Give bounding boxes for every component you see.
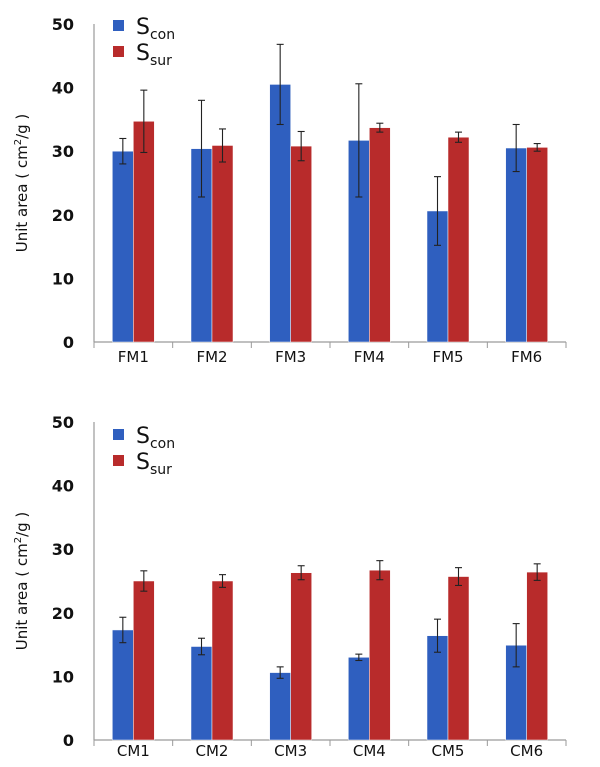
bar-sur-cm2 — [211, 580, 234, 741]
y-tick-label: 30 — [52, 540, 74, 559]
x-tick-label: CM4 — [353, 742, 386, 760]
legend-label-con: Scon — [136, 424, 175, 452]
bar-con-fm6 — [505, 147, 527, 343]
x-tick-label: FM2 — [196, 348, 227, 366]
y-axis-label-sup: 2 — [13, 537, 24, 543]
x-tick-label: CM2 — [196, 742, 229, 760]
y-axis-label-tail: /g ) — [13, 512, 31, 537]
bar-sur-cm4 — [369, 569, 391, 741]
bar-sur-fm4 — [369, 127, 391, 343]
legend-label-sub: con — [150, 436, 175, 452]
x-tick-label: CM1 — [117, 742, 150, 760]
bar-sur-fm1 — [133, 121, 155, 343]
y-tick-label: 10 — [52, 667, 74, 686]
y-tick-label: 50 — [52, 413, 74, 432]
y-tick-label: 0 — [63, 731, 74, 750]
y-tick-label: 40 — [52, 79, 74, 98]
chart-panel-cm: 0 10 20 30 40 50 Unit area ( cm2/g ) CM1 CM2 CM3 C… — [13, 413, 567, 760]
bar-con-cm1 — [112, 629, 134, 741]
legend-label-main: S — [136, 41, 150, 66]
y-tick-label: 30 — [52, 142, 74, 161]
legend-swatch-con — [113, 20, 124, 31]
bar-con-cm3 — [269, 672, 291, 741]
legend-label-main: S — [136, 15, 150, 40]
y-tick-label: 10 — [52, 269, 74, 288]
legend-label-sur: Ssur — [136, 450, 172, 478]
legend-label-sub: con — [150, 27, 175, 43]
bar-con-cm2 — [190, 646, 213, 741]
bar-sur-fm6 — [526, 147, 548, 343]
y-tick-label: 40 — [52, 477, 74, 496]
x-tick-label: CM6 — [510, 742, 543, 760]
y-axis-label-sup: 2 — [13, 139, 24, 145]
x-tick-label: FM5 — [432, 348, 463, 366]
y-axis-label: Unit area ( cm2/g ) — [13, 114, 31, 253]
chart-panel-fm: 0 10 20 30 40 50 Unit area ( cm2/g ) FM1 FM2 FM3 F… — [13, 15, 567, 366]
x-tick-label: FM6 — [511, 348, 542, 366]
legend-swatch-con — [113, 429, 124, 440]
legend-swatch-sur — [113, 46, 124, 57]
bar-con-cm4 — [348, 657, 370, 741]
bar-sur-fm5 — [447, 136, 470, 343]
legend-label-sub: sur — [150, 462, 172, 478]
x-tick-label: FM4 — [354, 348, 385, 366]
y-axis-label: Unit area ( cm2/g ) — [13, 512, 31, 651]
legend-label-con: Scon — [136, 15, 175, 43]
y-tick-label: 20 — [52, 604, 74, 623]
bar-sur-cm5 — [447, 576, 470, 741]
bar-sur-cm6 — [526, 571, 548, 741]
y-axis-label-tail: /g ) — [13, 114, 31, 139]
y-tick-label: 20 — [52, 206, 74, 225]
bar-sur-fm3 — [290, 145, 312, 343]
legend-label-main: S — [136, 424, 150, 449]
x-tick-label: FM3 — [275, 348, 306, 366]
y-axis-label-main: Unit area ( cm — [13, 543, 31, 650]
x-tick-label: CM3 — [274, 742, 307, 760]
y-tick-label: 0 — [63, 333, 74, 352]
legend-label-main: S — [136, 450, 150, 475]
bar-sur-cm1 — [133, 580, 155, 741]
x-tick-label: FM1 — [118, 348, 149, 366]
x-tick-label: CM5 — [432, 742, 465, 760]
legend-label-sur: Ssur — [136, 41, 172, 69]
legend-label-sub: sur — [150, 53, 172, 69]
y-tick-label: 50 — [52, 15, 74, 34]
bar-con-fm1 — [112, 150, 134, 343]
bar-sur-cm3 — [290, 572, 312, 741]
legend-swatch-sur — [113, 455, 124, 466]
bar-sur-fm2 — [211, 145, 234, 343]
y-axis-label-main: Unit area ( cm — [13, 145, 31, 252]
